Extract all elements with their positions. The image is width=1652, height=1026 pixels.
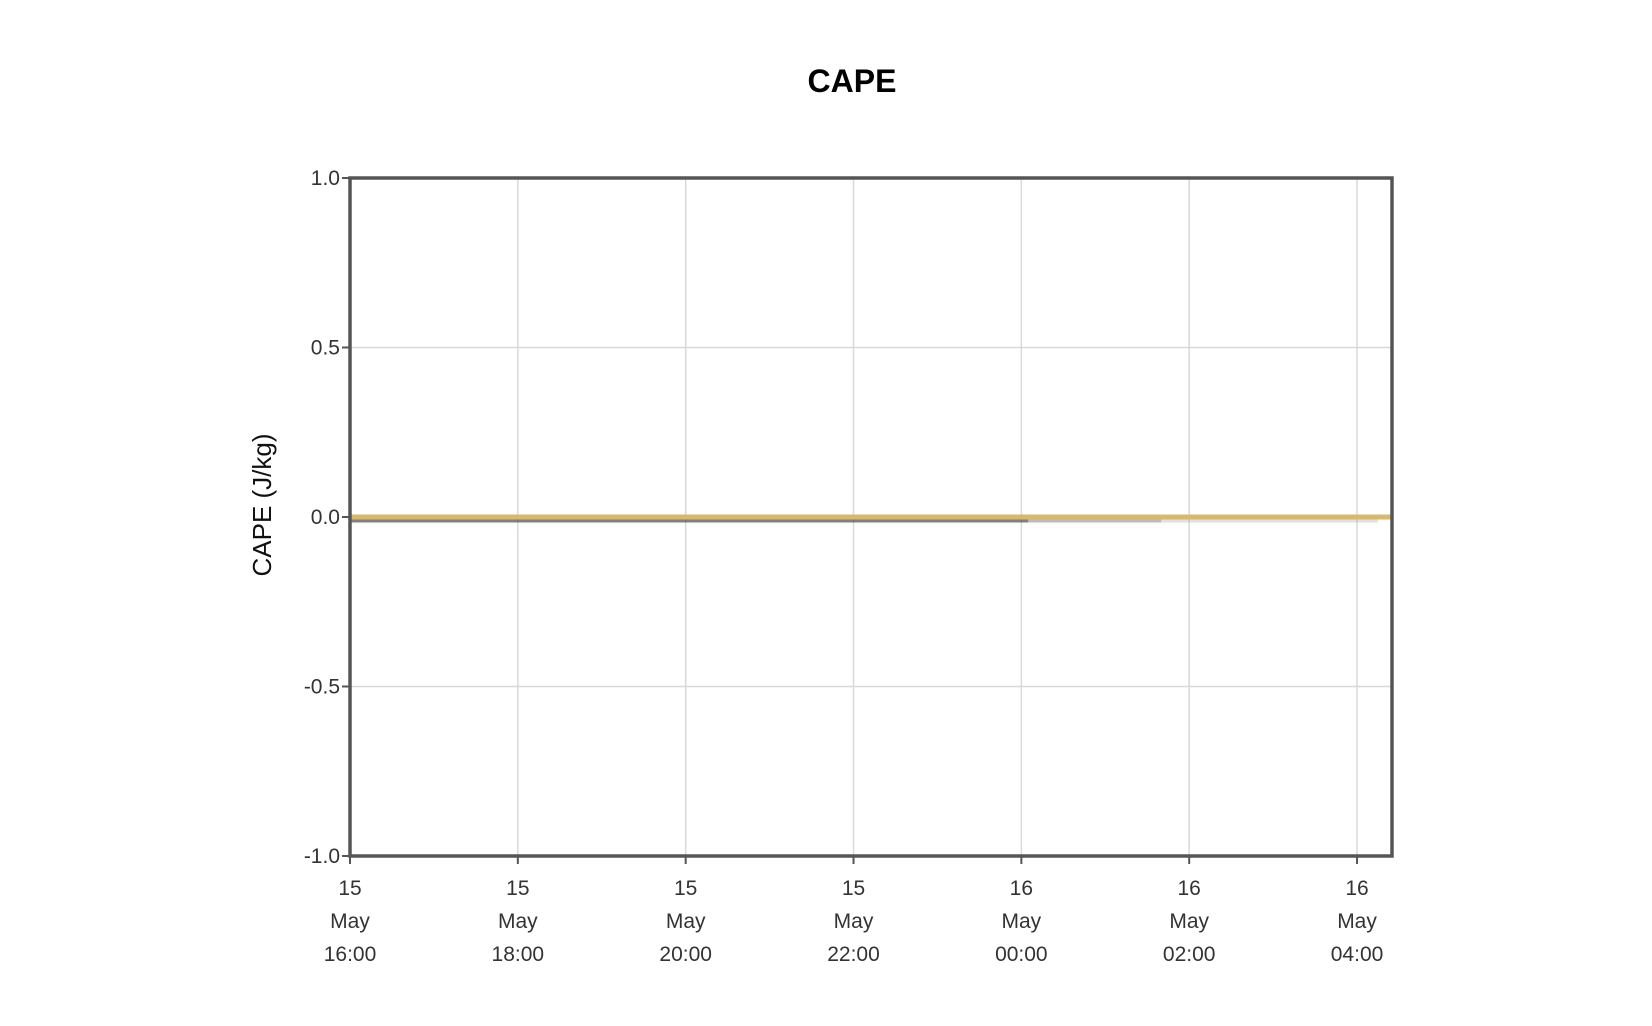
data-series (350, 514, 1392, 523)
y-tick-label: 1.0 (311, 167, 340, 190)
x-tick-label: 16 May 02:00 (1163, 877, 1216, 966)
y-tick-label: 0.5 (311, 337, 340, 360)
y-tick-label: -0.5 (304, 676, 340, 699)
y-tick-label: -1.0 (304, 845, 340, 868)
x-tick-label: 16 May 04:00 (1331, 877, 1384, 966)
x-tick-label: 15 May 16:00 (324, 877, 377, 966)
y-tick-label: 0.0 (311, 506, 340, 529)
x-tick-label: 15 May 22:00 (827, 877, 880, 966)
x-axis-ticks: 15 May 16:00 15 May 18:00 15 May 20:00 15 May 22:00… (324, 856, 1384, 966)
y-axis-label: CAPE (J/kg) (247, 433, 277, 576)
chart-title: CAPE (808, 63, 897, 99)
y-axis-ticks: 1.0 0.5 0.0 -0.5 -1.0 (304, 167, 350, 868)
x-tick-label: 15 May 20:00 (659, 877, 712, 966)
x-tick-label: 16 May 00:00 (995, 877, 1048, 966)
x-tick-label: 15 May 18:00 (492, 877, 545, 966)
